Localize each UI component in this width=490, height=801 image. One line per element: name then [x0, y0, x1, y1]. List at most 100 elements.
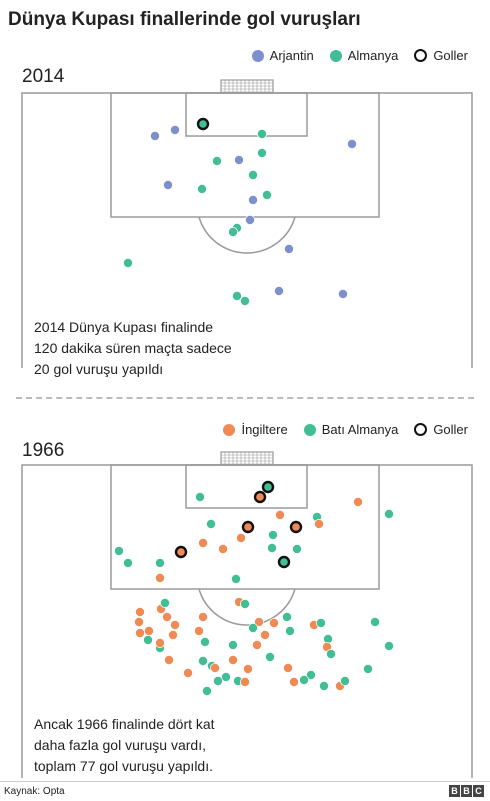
shot-point: [233, 155, 244, 166]
shot-point: [154, 573, 165, 584]
bbc-logo-letter: B: [461, 785, 472, 797]
shot-point: [268, 617, 279, 628]
shot-point: [123, 558, 134, 569]
legend-1966: İngiltere Batı Almanya Goller: [207, 422, 468, 437]
shot-point: [193, 625, 204, 636]
shot-point: [266, 543, 277, 554]
legend-label-goals: Goller: [433, 48, 468, 63]
bbc-logo-letter: B: [449, 785, 460, 797]
chart-title: Dünya Kupası finallerinde gol vuruşları: [8, 9, 361, 30]
goal-shot-point: [253, 490, 267, 504]
shot-point: [134, 627, 145, 638]
legend-swatch-goals: [414, 49, 428, 62]
shot-point: [281, 611, 292, 622]
penalty-arc: [198, 588, 296, 626]
shot-point: [339, 675, 350, 686]
legend-item-germany: Almanya: [329, 48, 398, 63]
shot-point: [253, 616, 264, 627]
shot-point: [201, 685, 212, 696]
shot-point: [154, 637, 165, 648]
note-2014-line-1: 2014 Dünya Kupası finalinde: [34, 319, 214, 335]
legend-swatch-argentina: [251, 49, 264, 62]
shot-point: [346, 139, 357, 150]
legend-item-argentina: Arjantin: [251, 48, 314, 63]
shot-point: [239, 295, 250, 306]
legend-swatch-goals: [414, 423, 428, 436]
goal-net: [220, 451, 274, 466]
shot-point: [284, 625, 295, 636]
shot-point: [274, 510, 285, 521]
note-1966-line-3: toplam 77 gol vuruşu yapıldı.: [34, 758, 213, 774]
goal-area: [185, 92, 308, 137]
legend-swatch-england: [223, 423, 236, 436]
legend-item-goals-2014: Goller: [414, 48, 468, 63]
shot-point: [182, 667, 193, 678]
shot-point: [205, 519, 216, 530]
shot-point: [197, 655, 208, 666]
shot-point: [134, 606, 145, 617]
shot-point: [163, 654, 174, 665]
shot-point: [211, 156, 222, 167]
shot-point: [383, 509, 394, 520]
goal-area: [185, 464, 308, 509]
shot-point: [133, 616, 144, 627]
goal-shot-point: [261, 480, 275, 494]
shot-point: [194, 492, 205, 503]
note-2014-line-3: 20 gol vuruşu yapıldı: [34, 361, 164, 377]
shot-point: [230, 574, 241, 585]
shot-point: [256, 129, 267, 140]
shot-point: [217, 544, 228, 555]
shot-point: [154, 558, 165, 569]
legend-swatch-germany: [329, 49, 342, 62]
legend-swatch-west-germany: [303, 423, 316, 436]
shot-point: [362, 663, 373, 674]
shot-point: [352, 497, 363, 508]
shot-point: [235, 533, 246, 544]
shot-point: [227, 226, 238, 237]
shot-point: [239, 598, 250, 609]
goal-shot-point: [174, 545, 188, 559]
note-2014-line-2: 120 dakika süren maçta sadece: [34, 340, 232, 356]
goal-shot-point: [289, 520, 303, 534]
legend-item-england: İngiltere: [223, 422, 288, 437]
shot-point: [143, 625, 154, 636]
shot-point: [247, 622, 258, 633]
shot-point: [291, 544, 302, 555]
shot-point: [369, 616, 380, 627]
note-1966-line-1: Ancak 1966 finalinde dört kat: [34, 716, 215, 732]
shot-point: [149, 131, 160, 142]
shot-point: [247, 170, 258, 181]
shot-point: [337, 288, 348, 299]
shot-point: [259, 629, 270, 640]
shot-point: [247, 195, 258, 206]
shot-point: [264, 651, 275, 662]
shot-point: [267, 530, 278, 541]
shot-point: [209, 662, 220, 673]
shot-point: [159, 597, 170, 608]
year-label-1966: 1966: [22, 440, 65, 461]
shot-point: [199, 636, 210, 647]
source-credit: Kaynak: Opta: [4, 786, 65, 797]
shot-point: [197, 538, 208, 549]
shot-point: [161, 611, 172, 622]
shot-point: [261, 190, 272, 201]
year-label-2014: 2014: [22, 66, 65, 87]
shot-point: [220, 671, 231, 682]
pitch-1966: [21, 451, 473, 778]
legend-item-goals-1966: Goller: [414, 422, 468, 437]
shot-point: [142, 634, 153, 645]
shot-point: [169, 619, 180, 630]
shot-point: [283, 243, 294, 254]
legend-label-west-germany: Batı Almanya: [321, 422, 399, 437]
legend-2014: Arjantin Almanya Goller: [236, 48, 468, 63]
note-2014: 2014 Dünya Kupası finalinde 120 dakika s…: [34, 317, 232, 380]
shot-point: [162, 180, 173, 191]
shot-point: [231, 290, 242, 301]
footer-divider: [0, 781, 490, 782]
shot-point: [212, 675, 223, 686]
shot-point: [114, 546, 125, 557]
bbc-logo: B B C: [448, 785, 484, 797]
shot-point: [239, 676, 250, 687]
shot-point: [256, 148, 267, 159]
shot-point: [325, 648, 336, 659]
